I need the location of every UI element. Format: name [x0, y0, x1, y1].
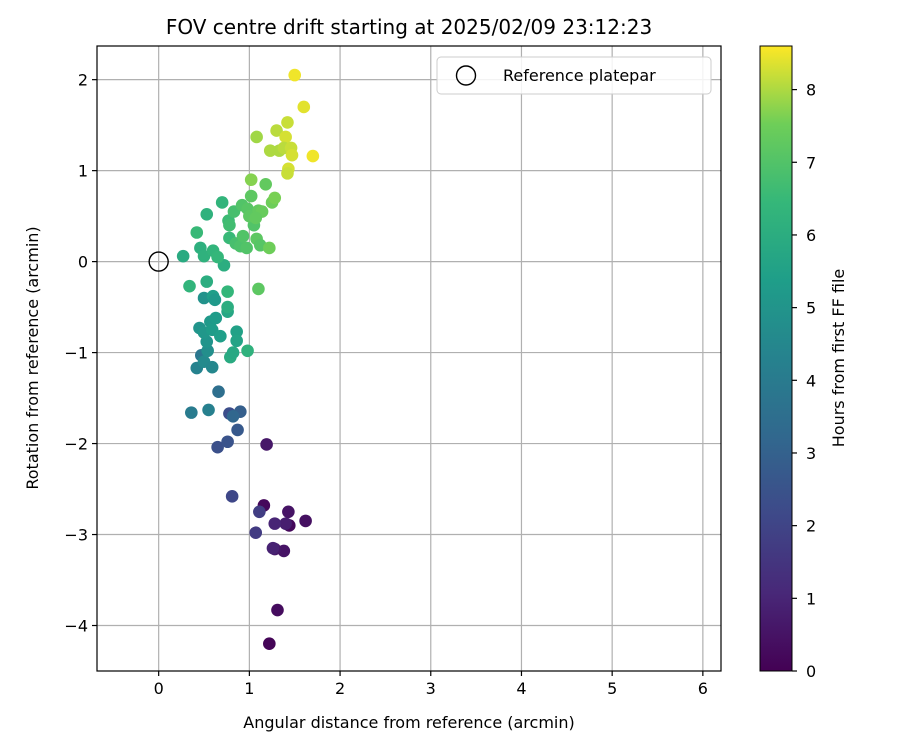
data-point [223, 218, 236, 232]
data-point [211, 440, 224, 454]
tick-labels: 0 1 2 3 4 5 6 −4 −3 −2 −1 0 1 2 [64, 71, 708, 698]
data-point [202, 403, 215, 417]
data-point [249, 211, 263, 225]
data-point [263, 241, 276, 255]
colorbar: 0 1 2 3 4 5 6 7 8 Hours from first FF file [759, 45, 848, 681]
x-tick-label: 5 [607, 679, 617, 698]
data-point [230, 325, 243, 338]
data-point [282, 505, 295, 519]
plot-frame [96, 45, 722, 672]
data-point [211, 250, 224, 264]
data-point [260, 438, 273, 451]
data-point [236, 229, 250, 243]
colorbar-tick-label: 8 [806, 81, 816, 100]
data-point [230, 334, 243, 348]
data-point [306, 149, 320, 163]
x-tick-label: 6 [698, 679, 708, 698]
colorbar-tick-label: 2 [806, 517, 816, 536]
data-point [221, 435, 234, 449]
data-point [208, 293, 222, 307]
reference-platepar-marker [148, 251, 169, 272]
colorbar-tick-label: 5 [806, 299, 816, 318]
data-point [279, 517, 292, 530]
y-axis-label: Rotation from reference (arcmin) [23, 226, 42, 489]
data-point [240, 241, 253, 255]
data-point [281, 116, 294, 129]
data-point [263, 144, 277, 157]
legend: Reference platepar [436, 56, 712, 95]
colorbar-tick-label: 0 [806, 662, 816, 681]
data-point [183, 279, 196, 293]
data-point [259, 177, 272, 191]
x-tick-label: 0 [154, 679, 164, 698]
data-point [253, 505, 266, 519]
colorbar-label: Hours from first FF file [829, 269, 848, 448]
data-point [226, 409, 240, 423]
data-point [205, 360, 219, 374]
data-point [225, 490, 239, 503]
data-point [197, 249, 211, 263]
data-point [270, 124, 283, 137]
legend-marker [455, 65, 477, 86]
data-point [299, 514, 312, 528]
data-point [215, 196, 229, 209]
colorbar-gradient [759, 45, 793, 672]
y-tick-label: 2 [78, 71, 88, 90]
data-point [268, 191, 282, 205]
y-tick-label: 1 [78, 162, 88, 181]
data-point [250, 130, 263, 144]
data-point [288, 68, 302, 82]
colorbar-tick-label: 4 [806, 371, 816, 390]
x-axis-label: Angular distance from reference (arcmin) [243, 713, 574, 732]
data-point [281, 167, 294, 180]
data-point [263, 637, 276, 651]
data-point [268, 517, 282, 530]
data-point [244, 189, 258, 203]
y-tick-label: −2 [64, 435, 88, 454]
x-tick-label: 3 [426, 679, 436, 698]
data-point [271, 603, 284, 617]
data-point [231, 423, 244, 437]
y-tick-label: −4 [64, 617, 88, 636]
data-point [190, 226, 204, 239]
data-point [185, 406, 198, 419]
data-point [201, 344, 214, 358]
data-point [241, 344, 254, 358]
data-point [176, 249, 190, 263]
data-point [244, 173, 258, 187]
data-point [209, 311, 223, 325]
data-point [297, 100, 311, 114]
x-tick-label: 2 [335, 679, 345, 698]
data-point [221, 285, 234, 298]
grid-layer [97, 46, 721, 671]
data-points [176, 68, 320, 651]
legend-box [436, 56, 712, 95]
colorbar-tick-label: 3 [806, 444, 816, 463]
data-point [279, 130, 292, 144]
data-point [221, 300, 234, 314]
colorbar-tick-label: 7 [806, 153, 816, 172]
y-tick-label: −3 [64, 526, 88, 545]
colorbar-tick-label: 6 [806, 226, 816, 245]
data-point [252, 282, 265, 296]
legend-entry-reference: Reference platepar [503, 66, 656, 85]
data-point [200, 275, 214, 288]
data-point [214, 329, 227, 343]
colorbar-ticks: 0 1 2 3 4 5 6 7 8 [792, 81, 816, 681]
chart-title: FOV centre drift starting at 2025/02/09 … [166, 15, 652, 39]
y-tick-label: 0 [78, 253, 88, 272]
colorbar-tick-label: 1 [806, 589, 816, 608]
y-tick-label: −1 [64, 344, 88, 363]
data-point [249, 526, 263, 540]
data-point [226, 346, 240, 359]
x-tick-label: 4 [516, 679, 526, 698]
data-point [212, 385, 225, 399]
data-point [200, 208, 214, 221]
data-point [285, 148, 299, 162]
x-tick-label: 1 [244, 679, 254, 698]
data-point [266, 541, 280, 555]
